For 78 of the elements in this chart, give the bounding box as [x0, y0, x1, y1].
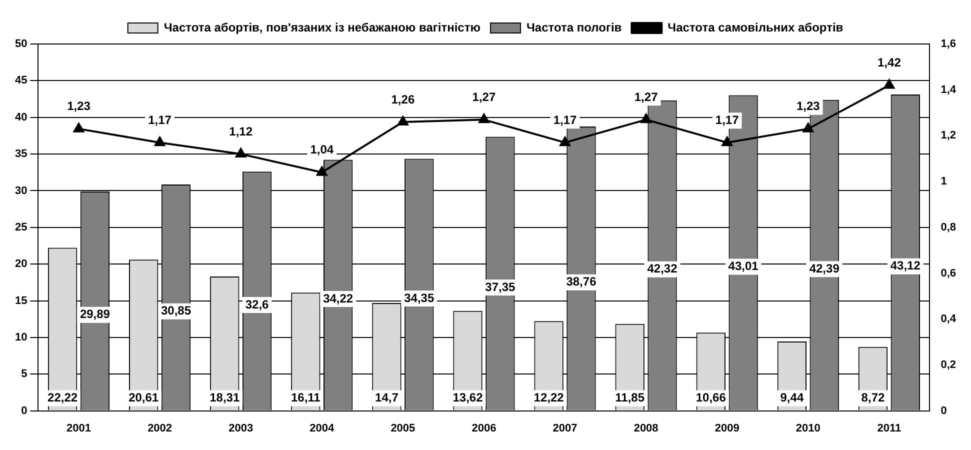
data-label: 34,35: [404, 290, 434, 305]
point: [884, 79, 895, 89]
y-tick-label: 30: [14, 184, 28, 197]
legend-label: Частота самовільних абортів: [668, 20, 844, 34]
legend-label: Частота пологів: [526, 20, 622, 34]
data-label: 38,76: [566, 274, 597, 289]
data-label: 29,89: [80, 307, 110, 322]
y-tick-label: 45: [14, 74, 28, 87]
x-tick-label: 2008: [634, 422, 658, 434]
data-label: 18,31: [210, 390, 240, 405]
point: [802, 122, 814, 132]
data-label: 1,23: [67, 99, 91, 114]
y-tick-label: 20: [14, 258, 28, 270]
x-tick-label: 2007: [552, 422, 578, 434]
data-label: 9,44: [780, 390, 804, 405]
data-label: 10,66: [696, 390, 726, 405]
y-tick-label: 25: [14, 221, 28, 234]
data-label: 37,35: [485, 280, 516, 294]
y-tick-label: 5: [21, 368, 28, 380]
y-tick-label: 35: [14, 148, 28, 160]
data-label: 1,12: [229, 124, 253, 138]
y2-tick-label: 0,8: [940, 221, 956, 234]
y-tick-label: 10: [14, 331, 28, 344]
x-tick-label: 2010: [796, 422, 820, 434]
data-label: 12,22: [534, 390, 564, 405]
x-tick-label: 2004: [310, 422, 335, 434]
data-label: 34,22: [323, 291, 354, 306]
point: [398, 116, 408, 126]
point: [154, 136, 166, 146]
data-label: 16,11: [290, 390, 321, 405]
y2-tick-label: 0,4: [940, 313, 957, 326]
data-label: 20,61: [128, 390, 159, 405]
point: [560, 136, 570, 146]
y-tick-label: 40: [14, 111, 28, 124]
y2-tick-label: 1,6: [940, 38, 956, 50]
point: [73, 122, 84, 132]
data-label: 1,27: [634, 90, 658, 104]
data-label: 22,22: [48, 390, 78, 405]
data-label: 43,12: [890, 258, 921, 273]
y-tick-label: 50: [14, 38, 28, 50]
data-label: 1,27: [472, 90, 496, 104]
data-label: 8,72: [861, 390, 885, 405]
data-label: 30,85: [160, 304, 192, 318]
x-tick-label: 2002: [148, 422, 172, 434]
data-label: 1,17: [715, 112, 740, 127]
y-tick-label: 15: [14, 294, 28, 307]
x-tick-label: 2005: [390, 422, 416, 434]
data-label: 1,17: [148, 112, 172, 127]
x-tick-label: 2009: [714, 422, 740, 434]
y2-tick-label: 0,2: [940, 358, 956, 371]
y2-tick-label: 1,4: [940, 84, 957, 96]
data-label: 14,7: [375, 390, 399, 405]
y-tick-label: 0: [21, 404, 28, 417]
point: [722, 136, 732, 146]
data-label: 1,26: [391, 92, 415, 106]
x-tick-label: 2006: [472, 422, 496, 434]
data-label: 1,04: [310, 142, 334, 157]
point: [478, 114, 490, 124]
x-tick-label: 2001: [66, 422, 91, 434]
y2-tick-label: 0,6: [940, 267, 956, 280]
point: [316, 166, 328, 176]
data-label: 43,01: [728, 259, 759, 274]
data-label: 11,85: [615, 390, 645, 405]
y2-tick-label: 1,2: [940, 130, 956, 142]
legend-label: Частота абортів, пов'язаних із небажаною вагітністю: [164, 20, 480, 34]
y2-tick-label: 0: [940, 404, 947, 417]
data-label: 32,6: [245, 297, 270, 312]
data-label: 42,39: [809, 261, 840, 276]
y2-tick-label: 1: [940, 176, 947, 188]
point: [640, 114, 652, 124]
point: [236, 148, 246, 158]
data-label: 1,42: [878, 56, 902, 70]
data-label: 1,23: [796, 99, 820, 114]
data-label: 42,32: [647, 262, 678, 276]
data-label: 1,17: [553, 112, 578, 127]
x-tick-label: 2011: [877, 422, 902, 434]
data-label: 13,62: [452, 390, 484, 405]
x-tick-label: 2003: [228, 422, 254, 434]
